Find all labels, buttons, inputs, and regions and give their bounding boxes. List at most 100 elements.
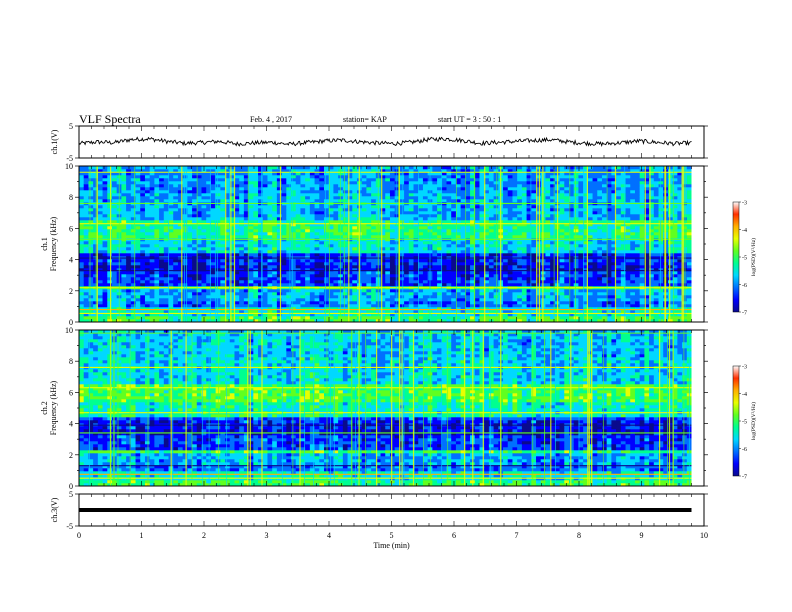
- spectro-cell: [267, 235, 273, 239]
- spectro-cell: [366, 247, 372, 251]
- spectro-cell: [470, 187, 476, 191]
- spectro-cell: [206, 178, 212, 182]
- spectro-cell: [451, 307, 457, 311]
- spectro-cell: [88, 304, 94, 308]
- spectro-cell: [479, 319, 485, 323]
- spectro-cell: [272, 166, 278, 170]
- spectro-cell: [418, 295, 424, 299]
- spectro-cell: [394, 244, 400, 248]
- spectro-cell: [97, 226, 103, 230]
- spectro-cell: [130, 253, 136, 257]
- spectro-cell: [234, 292, 240, 296]
- spectro-cell: [97, 268, 103, 272]
- spectro-cell: [342, 196, 348, 200]
- spectro-cell: [276, 313, 282, 317]
- spectro-cell: [413, 190, 419, 194]
- spectro-cell: [243, 199, 250, 203]
- spectro-cell: [144, 307, 151, 311]
- spectro-cell: [517, 310, 523, 314]
- spectro-cell: [432, 319, 438, 323]
- spectro-cell: [182, 268, 188, 272]
- spectro-cell: [300, 268, 306, 272]
- spectro-cell: [366, 298, 372, 302]
- spectro-cell: [107, 295, 113, 299]
- spectro-cell: [220, 277, 226, 281]
- spectro-cell: [88, 274, 94, 278]
- spectro-cell: [206, 187, 212, 191]
- spectro-cell: [168, 298, 174, 302]
- spectro-cell: [168, 190, 174, 194]
- spectro-cell: [446, 208, 452, 212]
- spectro-cell: [272, 283, 278, 287]
- spectro-cell: [338, 274, 344, 278]
- spectro-cell: [399, 262, 405, 266]
- spectro-cell: [460, 298, 466, 302]
- spectro-cell: [371, 175, 377, 179]
- spectro-cell: [413, 295, 419, 299]
- spectro-cell: [102, 196, 108, 200]
- spectro-cell: [470, 310, 476, 314]
- spectro-cell: [281, 271, 287, 275]
- spectro-cell: [333, 166, 339, 170]
- spectro-cell: [333, 295, 339, 299]
- spectro-cell: [272, 208, 278, 212]
- spectro-cell: [503, 184, 509, 188]
- spectro-cell: [324, 265, 330, 269]
- spectro-cell: [371, 241, 377, 245]
- spectro-cell: [366, 313, 372, 317]
- spectro-cell: [441, 250, 447, 254]
- spectro-cell: [159, 220, 165, 224]
- spectro-cell: [187, 211, 193, 215]
- spectro-cell: [418, 193, 424, 197]
- spectro-cell: [493, 301, 499, 305]
- spectro-cell: [159, 208, 165, 212]
- spectro-cell: [342, 235, 348, 239]
- spectro-cell: [309, 277, 315, 281]
- spectro-cell: [432, 172, 438, 176]
- spectro-cell: [474, 298, 480, 302]
- spectro-cell: [319, 235, 325, 239]
- spectro-cell: [422, 199, 429, 203]
- spectro-cell: [404, 313, 410, 317]
- spectro-cell: [267, 190, 273, 194]
- spectro-cell: [83, 241, 89, 245]
- spectro-cell: [451, 226, 457, 230]
- spectro-cell: [93, 307, 99, 311]
- spectro-cell: [201, 289, 207, 293]
- spectro-cell: [168, 316, 174, 320]
- spectro-cell: [470, 181, 476, 185]
- spectro-cell: [507, 253, 513, 257]
- spectro-cell: [394, 184, 400, 188]
- spectro-cell: [380, 250, 386, 254]
- spectro-cell: [130, 184, 136, 188]
- spectro-cell: [220, 184, 226, 188]
- spectro-cell: [517, 223, 523, 227]
- spectro-cell: [79, 265, 85, 269]
- spectro-cell: [314, 169, 320, 173]
- spectro-cell: [361, 265, 367, 269]
- spectro-cell: [154, 262, 160, 266]
- spectro-cell: [154, 307, 160, 311]
- spectro-cell: [168, 283, 174, 287]
- spectro-cell: [465, 310, 471, 314]
- spectro-cell: [404, 298, 410, 302]
- spectro-cell: [201, 298, 207, 302]
- spectro-cell: [234, 283, 240, 287]
- spectro-cell: [422, 172, 429, 176]
- spectro-cell: [126, 280, 132, 284]
- spectro-cell: [126, 295, 132, 299]
- spectro-cell: [404, 187, 410, 191]
- spectro-cell: [324, 316, 330, 320]
- spectro-cell: [253, 274, 259, 278]
- spectro-cell: [451, 265, 457, 269]
- spectro-cell: [465, 316, 471, 320]
- spectro-cell: [347, 283, 353, 287]
- spectro-cell: [319, 241, 325, 245]
- spectro-cell: [187, 178, 193, 182]
- spectro-cell: [192, 262, 198, 266]
- spectro-cell: [243, 226, 250, 230]
- spectro-cell: [135, 265, 141, 269]
- spectro-cell: [338, 196, 344, 200]
- spectro-cell: [281, 253, 287, 257]
- spectro-cell: [234, 196, 240, 200]
